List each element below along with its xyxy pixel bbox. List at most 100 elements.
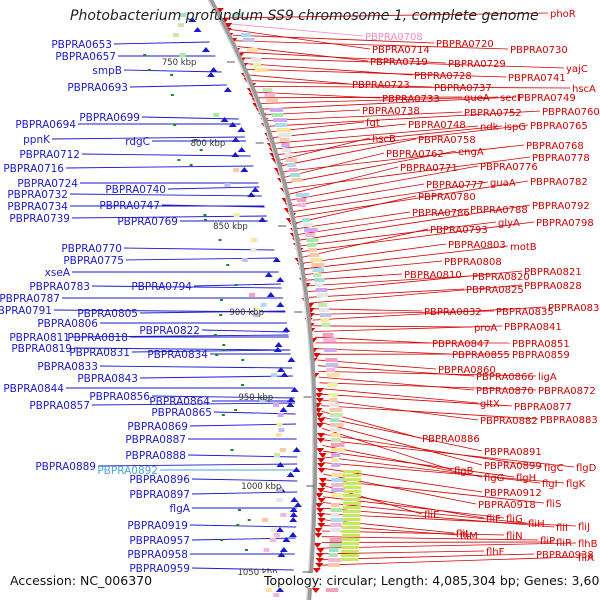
right-connector [321,536,539,541]
gc-marker [226,264,230,266]
right-connector [320,393,513,407]
forward-gene-mark [317,498,326,503]
cog-block [329,413,343,417]
reverse-gene-mark [286,402,295,407]
chromosome-backbone-highlight [207,0,314,600]
cog-block [309,253,320,257]
right-gene-label: PBPRA0771 [400,163,458,174]
left-gene-label: PBPRA0694 [15,119,76,131]
cog-block [330,528,342,532]
cog-block [315,283,324,287]
cog-block [276,423,283,427]
gc-marker [222,349,226,351]
forward-gene-mark [316,548,325,553]
left-connector [51,136,245,140]
left-gene-label: PBPRA0819 [11,343,72,355]
cog-block [291,178,303,182]
left-connector [73,347,291,351]
forward-gene-mark [318,478,327,483]
right-gene-label: PBPRA0886 [422,434,480,445]
right-connector [321,542,577,549]
right-gene-label: PBPRA0899 [484,461,542,472]
right-connector [320,550,485,555]
left-gene-label: PBPRA0897 [129,489,190,501]
scale-tick-label: 900 kbp [229,308,264,318]
right-connector [301,228,429,258]
reverse-gene-mark [220,117,229,122]
reverse-gene-mark [276,302,285,307]
cog-block [270,373,277,377]
cog-block [273,533,280,537]
right-connector [298,204,531,241]
cog-block [253,308,260,312]
right-gene-label: yajC [566,64,588,75]
right-connector [251,80,433,88]
cog-block [177,23,184,27]
cog-block [278,133,292,137]
cog-block [254,68,269,72]
right-gene-label: fliM [460,531,478,542]
left-gene-label: PBPRA0831 [69,347,130,359]
cog-block [325,588,339,592]
right-gene-label: PBPRA0777 [426,180,484,191]
left-connector [151,395,295,399]
reverse-gene-mark [289,507,298,512]
right-connector [323,462,565,484]
cog-block [341,534,360,537]
left-connector [167,186,260,190]
right-gene-label: fliE [424,510,439,521]
right-connector [230,29,371,50]
right-gene-label: PBPRA0714 [372,45,430,56]
right-connector [322,502,527,524]
cog-block [307,243,316,247]
gc-marker [199,149,203,151]
cog-block [273,593,280,597]
cog-block [330,423,344,427]
right-gene-label: PBPRA0738 [362,106,420,117]
forward-gene-mark [318,453,327,458]
cog-block [330,523,342,527]
cog-block [343,494,362,497]
right-gene-label: PBPRA0749 [518,93,576,104]
cog-block [282,148,292,152]
gc-marker [170,94,174,96]
left-connector [139,375,293,379]
left-gene-label: PBPRA0732 [7,189,68,201]
right-connector [322,507,555,528]
forward-gene-mark [312,568,321,573]
reverse-gene-mark [282,537,291,542]
right-gene-label: PBPRA0859 [512,350,570,361]
cog-block [306,238,319,242]
right-gene-label: PBPRA0729 [448,59,506,70]
right-gene-label: PBPRA0786 [412,208,470,219]
scale-tick-label: 800 kbp [191,139,226,149]
left-connector [131,349,291,353]
right-connector [270,123,407,139]
cog-block [330,433,341,437]
cog-block [331,458,340,462]
right-gene-label: fliJ [578,522,590,533]
cog-block [262,88,273,92]
reverse-gene-mark [276,462,285,467]
right-gene-label: PBPRA0872 [538,386,596,397]
left-gene-label: PBPRA0769 [117,216,178,228]
cog-block [322,333,334,337]
right-gene-label: PBPRA0708 [365,32,423,43]
left-gene-label: PBPRA0805 [77,308,138,320]
cog-block [331,483,344,487]
right-connector [322,433,543,468]
right-connector [314,325,503,332]
cog-block [330,443,345,447]
right-connector [323,456,541,484]
cog-block [246,48,258,52]
cog-block [274,123,288,127]
cog-block [329,543,342,547]
cog-block [329,538,343,542]
gc-marker [213,334,217,336]
gc-marker [194,139,198,141]
forward-gene-mark [312,353,321,358]
cog-block [259,398,266,402]
right-gene-label: glyA [498,218,520,229]
right-gene-label: PBPRA0793 [430,225,488,236]
